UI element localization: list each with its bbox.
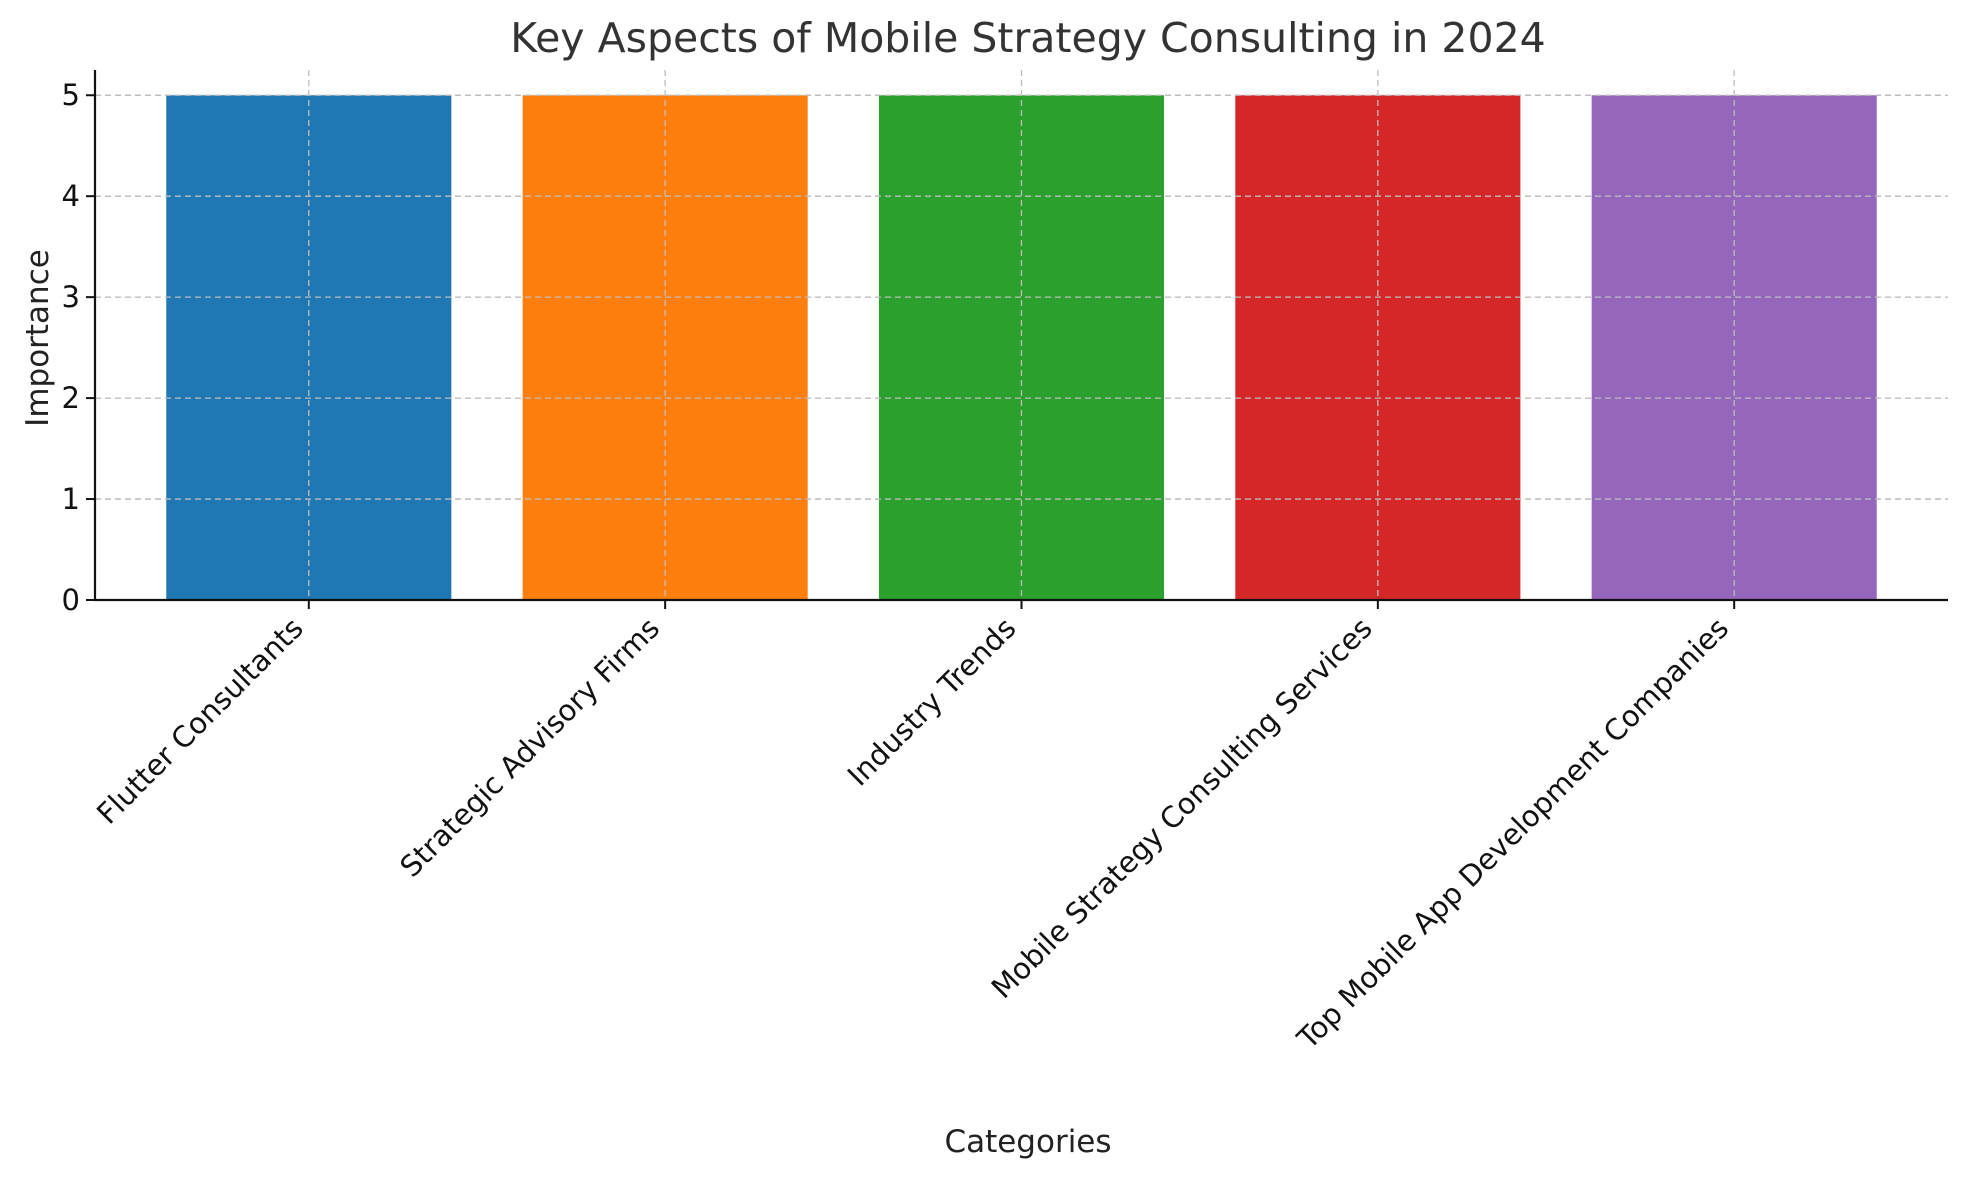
chart-title: Key Aspects of Mobile Strategy Consultin… [510, 14, 1546, 62]
x-ticks: Flutter Consultants Strategic Advisory Fi… [90, 600, 1736, 1056]
x-tick-label-2: Industry Trends [841, 611, 1023, 793]
bars [95, 70, 1948, 600]
y-ticks: 0 1 2 3 4 5 [62, 78, 95, 617]
x-tick-label-0: Flutter Consultants [90, 611, 310, 831]
y-tick-label-0: 0 [62, 583, 80, 617]
y-tick-label-4: 4 [62, 179, 80, 213]
y-axis-label: Importance [20, 249, 56, 427]
x-tick-label-1: Strategic Advisory Firms [393, 611, 666, 884]
y-tick-label-3: 3 [62, 280, 80, 314]
y-tick-label-2: 2 [62, 381, 80, 415]
x-axis-label: Categories [944, 1124, 1111, 1160]
y-tick-label-1: 1 [62, 482, 80, 516]
x-tick-label-4: Top Mobile App Development Companies [1290, 611, 1735, 1056]
y-tick-label-5: 5 [62, 78, 80, 112]
x-tick-label-3: Mobile Strategy Consulting Services [985, 611, 1379, 1005]
